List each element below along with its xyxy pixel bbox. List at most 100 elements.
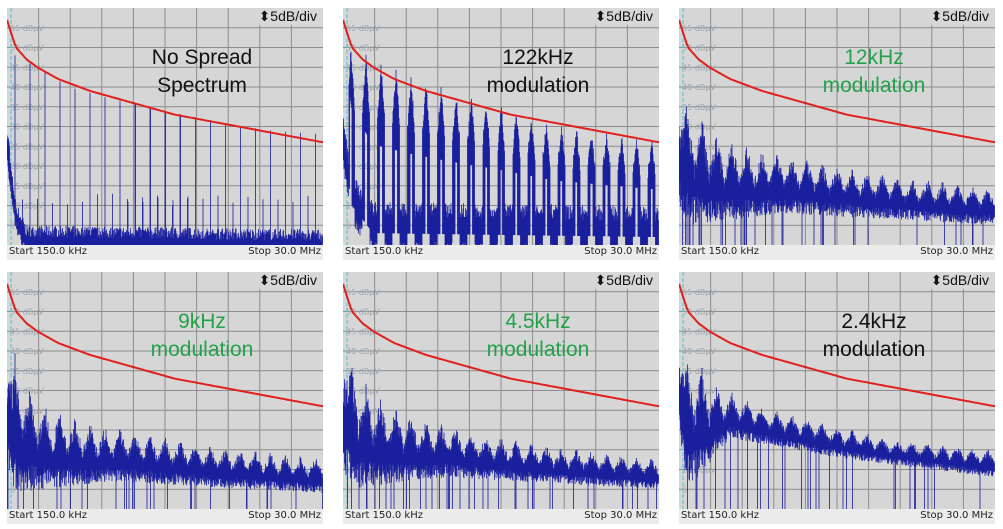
y-tick-label: 45 dBµV bbox=[346, 327, 380, 336]
emission-trace bbox=[343, 367, 659, 509]
scale-indicator: ⬍5dB/div bbox=[928, 272, 991, 289]
up-down-arrow-icon: ⬍ bbox=[594, 8, 607, 24]
y-tick-label: 55 dBµV bbox=[346, 288, 380, 297]
spectrum-panel: 55 dBµV 50 dBµV 45 dBµV 40 dBµV 35 dBµV 30 dB… bbox=[7, 8, 323, 260]
scale-label: 5dB/div bbox=[942, 8, 989, 24]
spectrum-panel: 55 dBµV 50 dBµV 45 dBµV 40 dBµV 35 dBµV 30 dB… bbox=[679, 8, 995, 260]
y-tick-label: 50 dBµV bbox=[10, 44, 44, 53]
y-tick-label: 40 dBµV bbox=[10, 83, 44, 92]
limit-line bbox=[7, 283, 323, 408]
y-tick-label: 45 dBµV bbox=[10, 63, 44, 72]
stop-frequency: Stop 30.0 MHz bbox=[584, 246, 657, 257]
y-tick-label: 20 dBµV bbox=[10, 162, 44, 171]
up-down-arrow-icon: ⬍ bbox=[930, 272, 943, 288]
frequency-footer: Start 150.0 kHz Stop 30.0 MHz bbox=[679, 509, 995, 524]
panel-title: No Spread Spectrum bbox=[151, 46, 253, 97]
scale-label: 5dB/div bbox=[606, 272, 653, 288]
up-down-arrow-icon: ⬍ bbox=[930, 8, 943, 24]
y-tick-label: 40 dBµV bbox=[346, 83, 380, 92]
start-frequency: Start 150.0 kHz bbox=[9, 246, 87, 257]
y-tick-label: 45 dBµV bbox=[346, 63, 380, 72]
scale-label: 5dB/div bbox=[270, 8, 317, 24]
scale-label: 5dB/div bbox=[606, 8, 653, 24]
y-tick-label: 45 dBµV bbox=[10, 327, 44, 336]
y-tick-label: 50 dBµV bbox=[346, 308, 380, 317]
panel-title: 12kHz modulation bbox=[822, 46, 926, 97]
panel-title: 9kHz modulation bbox=[150, 310, 254, 361]
scale-indicator: ⬍5dB/div bbox=[592, 272, 655, 289]
scale-label: 5dB/div bbox=[270, 272, 317, 288]
panel-title: 122kHz modulation bbox=[486, 46, 590, 97]
y-tick-label: 25 dBµV bbox=[10, 406, 44, 415]
emission-trace bbox=[343, 51, 659, 245]
start-frequency: Start 150.0 kHz bbox=[681, 510, 759, 521]
y-tick-label: 50 dBµV bbox=[10, 308, 44, 317]
up-down-arrow-icon: ⬍ bbox=[594, 272, 607, 288]
scale-indicator: ⬍5dB/div bbox=[928, 8, 991, 25]
y-tick-label: 55 dBµV bbox=[10, 288, 44, 297]
up-down-arrow-icon: ⬍ bbox=[258, 272, 271, 288]
limit-line bbox=[7, 19, 323, 144]
y-tick-label: 40 dBµV bbox=[682, 83, 716, 92]
scale-indicator: ⬍5dB/div bbox=[592, 8, 655, 25]
frequency-footer: Start 150.0 kHz Stop 30.0 MHz bbox=[7, 245, 323, 260]
limit-line bbox=[343, 19, 659, 144]
y-tick-label: 40 dBµV bbox=[10, 347, 44, 356]
spectrum-plot: 55 dBµV 50 dBµV 45 dBµV 40 dBµV 35 dBµV 30 dB… bbox=[7, 272, 323, 509]
y-tick-label: 35 dBµV bbox=[10, 367, 44, 376]
emission-trace bbox=[679, 364, 995, 509]
spectrum-plot: 55 dBµV 50 dBµV 45 dBµV 40 dBµV 35 dBµV 30 dB… bbox=[679, 8, 995, 245]
y-tick-label: 55 dBµV bbox=[346, 24, 380, 33]
spectrum-panel: 55 dBµV 50 dBµV 45 dBµV 40 dBµV 35 dBµV 30 dB… bbox=[343, 8, 659, 260]
scale-indicator: ⬍5dB/div bbox=[256, 272, 319, 289]
start-frequency: Start 150.0 kHz bbox=[345, 246, 423, 257]
spectrum-plot: 55 dBµV 50 dBµV 45 dBµV 40 dBµV 35 dBµV 30 dB… bbox=[343, 272, 659, 509]
y-tick-label: 30 dBµV bbox=[10, 123, 44, 132]
spectrum-panel: 55 dBµV 50 dBµV 45 dBµV 40 dBµV 35 dBµV 30 dB… bbox=[679, 272, 995, 524]
spectrum-panel: 55 dBµV 50 dBµV 45 dBµV 40 dBµV 35 dBµV 30 dB… bbox=[343, 272, 659, 524]
y-tick-label: 45 dBµV bbox=[682, 63, 716, 72]
limit-line bbox=[679, 283, 995, 408]
y-tick-label: 55 dBµV bbox=[682, 24, 716, 33]
spectrum-panel: 55 dBµV 50 dBµV 45 dBµV 40 dBµV 35 dBµV 30 dB… bbox=[7, 272, 323, 524]
limit-line bbox=[679, 19, 995, 144]
y-tick-label: 40 dBµV bbox=[682, 347, 716, 356]
y-tick-label: 30 dBµV bbox=[346, 387, 380, 396]
y-tick-label: 40 dBµV bbox=[346, 347, 380, 356]
y-tick-label: 5 bbox=[10, 221, 15, 230]
y-tick-label: 25 dBµV bbox=[10, 142, 44, 151]
y-tick-label: 25 dBµV bbox=[346, 406, 380, 415]
emission-trace bbox=[7, 55, 323, 245]
y-tick-label: 5 bbox=[10, 485, 15, 494]
spectrum-plot: 55 dBµV 50 dBµV 45 dBµV 40 dBµV 35 dBµV 30 dB… bbox=[7, 8, 323, 245]
y-tick-label: 45 dBµV bbox=[682, 327, 716, 336]
scale-label: 5dB/div bbox=[942, 272, 989, 288]
frequency-footer: Start 150.0 kHz Stop 30.0 MHz bbox=[7, 509, 323, 524]
y-tick-label: 55 dBµV bbox=[10, 24, 44, 33]
y-tick-label: 35 dBµV bbox=[10, 103, 44, 112]
y-tick-label: 50 dBµV bbox=[682, 44, 716, 53]
stop-frequency: Stop 30.0 MHz bbox=[584, 510, 657, 521]
y-tick-label: 35 dBµV bbox=[682, 103, 716, 112]
scale-indicator: ⬍5dB/div bbox=[256, 8, 319, 25]
up-down-arrow-icon: ⬍ bbox=[258, 8, 271, 24]
panel-title: 4.5kHz modulation bbox=[486, 310, 590, 361]
start-frequency: Start 150.0 kHz bbox=[345, 510, 423, 521]
y-tick-label: 5 bbox=[346, 221, 351, 230]
limit-line bbox=[343, 283, 659, 408]
y-tick-label: 55 dBµV bbox=[682, 288, 716, 297]
stop-frequency: Stop 30.0 MHz bbox=[248, 246, 321, 257]
y-tick-label: 50 dBµV bbox=[346, 44, 380, 53]
y-tick-label: 5 bbox=[346, 485, 351, 494]
y-tick-label: 30 dBµV bbox=[10, 387, 44, 396]
frequency-footer: Start 150.0 kHz Stop 30.0 MHz bbox=[343, 245, 659, 260]
y-tick-label: 50 dBµV bbox=[682, 308, 716, 317]
start-frequency: Start 150.0 kHz bbox=[9, 510, 87, 521]
y-tick-label: 10 dBµV bbox=[10, 202, 44, 211]
y-tick-label: 35 dBµV bbox=[346, 367, 380, 376]
y-tick-label: 5 bbox=[682, 485, 687, 494]
y-tick-label: 30 dBµV bbox=[682, 123, 716, 132]
emission-trace bbox=[679, 106, 995, 245]
y-tick-label: 10 dBµV bbox=[682, 466, 716, 475]
